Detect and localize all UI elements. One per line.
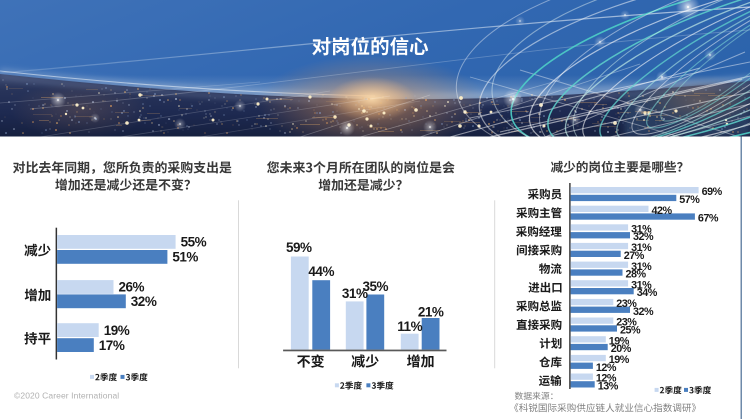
svg-text:44%: 44%	[308, 264, 334, 279]
svg-text:27%: 27%	[624, 250, 645, 262]
svg-text:©2020 Career International: ©2020 Career International	[14, 390, 119, 400]
svg-text:19%: 19%	[609, 335, 630, 347]
svg-text:23%: 23%	[616, 317, 637, 329]
svg-text:20%: 20%	[611, 343, 632, 355]
svg-text:31%: 31%	[631, 242, 652, 254]
svg-text:28%: 28%	[626, 269, 647, 281]
svg-text:11%: 11%	[397, 319, 422, 334]
svg-text:67%: 67%	[698, 213, 719, 225]
svg-text:31%: 31%	[631, 224, 652, 236]
svg-text:13%: 13%	[598, 380, 619, 392]
svg-text:19%: 19%	[104, 323, 130, 338]
svg-text:17%: 17%	[99, 338, 125, 353]
svg-text:69%: 69%	[702, 186, 723, 198]
svg-text:32%: 32%	[633, 231, 654, 243]
svg-text:26%: 26%	[119, 280, 145, 295]
svg-text:55%: 55%	[181, 235, 207, 250]
svg-text:19%: 19%	[609, 354, 630, 366]
svg-text:32%: 32%	[131, 294, 157, 309]
svg-text:35%: 35%	[363, 279, 389, 294]
svg-text:12%: 12%	[596, 373, 617, 385]
svg-text:51%: 51%	[172, 250, 198, 265]
svg-text:42%: 42%	[652, 205, 673, 217]
svg-text:21%: 21%	[418, 305, 444, 320]
svg-text:31%: 31%	[342, 286, 368, 301]
svg-text:25%: 25%	[620, 325, 641, 337]
svg-text:34%: 34%	[637, 287, 658, 299]
svg-text:59%: 59%	[286, 240, 312, 255]
svg-text:12%: 12%	[596, 362, 617, 374]
svg-text:31%: 31%	[631, 279, 652, 291]
svg-text:31%: 31%	[631, 261, 652, 273]
svg-text:57%: 57%	[679, 194, 700, 206]
svg-text:23%: 23%	[616, 298, 637, 310]
svg-text:32%: 32%	[633, 306, 654, 318]
